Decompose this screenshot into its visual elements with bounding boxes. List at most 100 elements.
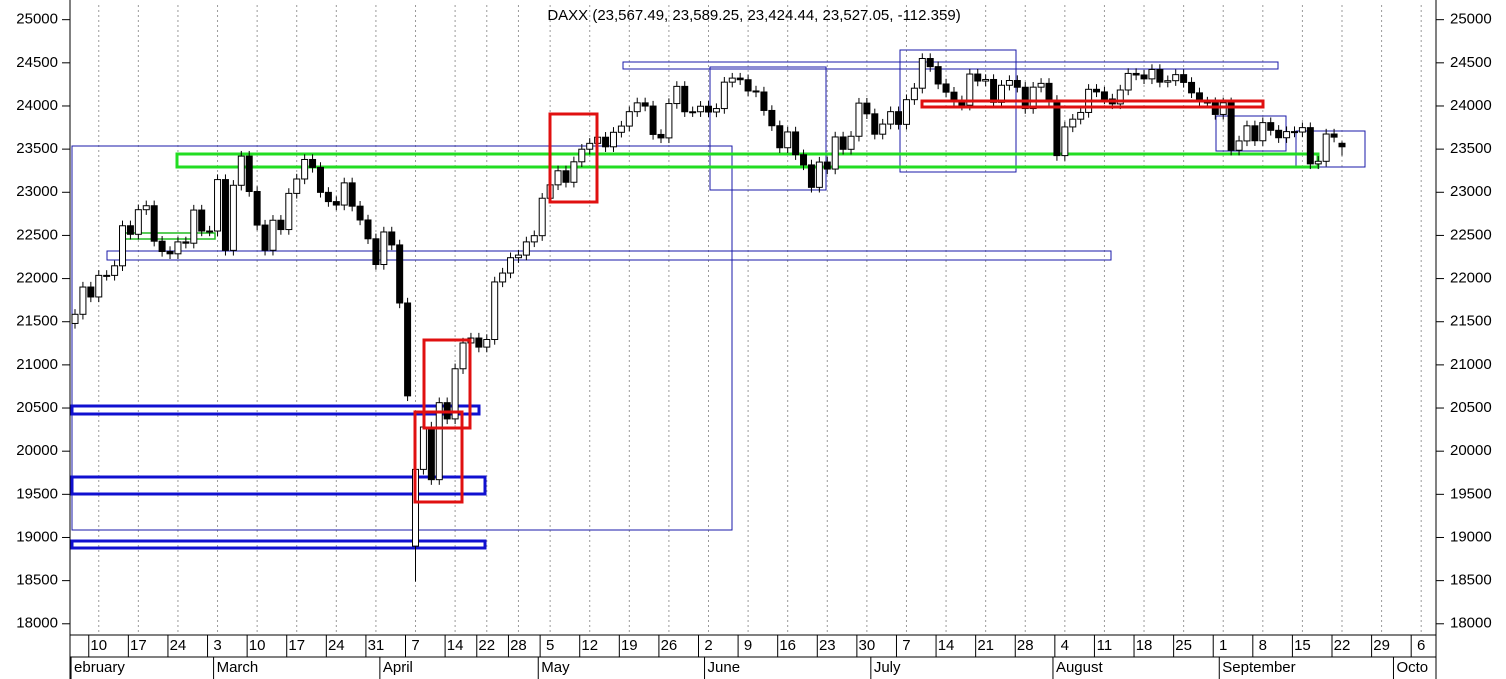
y-tick-label: 18000 [16,615,58,632]
box [899,49,1017,173]
x-tick-label: 14 [938,637,955,654]
candle-body [150,205,158,242]
candle-body [1338,142,1346,148]
x-tick-label: 5 [546,637,554,654]
y-tick-label: 18500 [16,572,58,589]
candle-body [134,209,142,235]
candle-body [736,77,744,81]
candle-body [1053,99,1061,157]
y-tick-label: 21000 [16,356,58,373]
y-tick-label: 23500 [1450,140,1492,157]
candle-body [530,235,538,243]
y-tick-label: 22500 [16,226,58,243]
candle-body [182,241,190,244]
candle-body [190,209,198,244]
y-tick-label: 21000 [1450,356,1492,373]
candle-body [705,105,712,113]
candle-body [158,240,166,252]
candle-body [586,142,594,150]
y-tick-label: 20500 [1450,399,1492,416]
y-tick-label: 25000 [16,11,58,28]
candle-body [673,85,681,105]
x-tick-label: 28 [1017,637,1034,654]
candle-body [1251,125,1259,142]
candle-body [934,66,942,85]
candle-body [499,272,507,283]
x-tick-label: 15 [1294,637,1311,654]
candle-body [1077,111,1085,120]
candle-body [665,103,673,139]
candle-body [1021,86,1029,110]
x-tick-label: 2 [704,637,712,654]
candle-body [372,238,380,266]
candle-body [990,78,998,103]
candle-body [1124,72,1132,91]
month-label: September [1222,659,1295,676]
candle-body [221,179,229,251]
candle-body [697,105,705,113]
candle-body [174,241,182,255]
candle-body [744,79,752,92]
x-tick-label: 26 [661,637,678,654]
x-tick-label: 9 [744,637,752,654]
candle-body [1298,127,1306,133]
y-tick-label: 19000 [1450,528,1492,545]
candle-body [1005,80,1013,86]
box [548,112,599,204]
drawings [70,49,1366,550]
candle-body [380,231,388,266]
candle-body [863,102,871,115]
candle-body [807,164,815,188]
candle-body [728,77,736,83]
candle-body [95,274,103,298]
candle-body [229,184,237,251]
candle-body [538,197,546,237]
candle-body [301,158,309,180]
candle-body [198,209,206,232]
month-label: March [217,659,259,676]
y-tick-label: 19500 [1450,485,1492,502]
x-tick-label: 10 [249,637,266,654]
candle-body [514,254,522,259]
y-tick-label: 21500 [1450,313,1492,330]
candle-body [625,111,633,127]
candle-body [633,102,641,113]
y-tick-label: 23000 [16,183,58,200]
box [106,250,1112,261]
candle-body [1045,82,1053,101]
candle-body [277,219,285,231]
candle-body [356,205,364,221]
y-tick-label: 24000 [16,97,58,114]
month-label: ebruary [74,659,125,676]
candle-body [388,231,396,246]
x-tick-label: 8 [1259,637,1267,654]
y-tick-label: 24500 [16,54,58,71]
x-tick-label: 21 [977,637,994,654]
x-tick-label: 28 [510,637,527,654]
box [70,404,481,416]
candle-body [103,274,111,277]
drawings-top [413,99,1265,504]
y-tick-label: 19500 [16,485,58,502]
candle-body [657,133,665,139]
x-tick-label: 1 [1219,637,1227,654]
x-tick-label: 31 [368,637,385,654]
candle-body [871,113,879,135]
candle-body [309,158,317,168]
candle-body [475,337,483,348]
candle-body [507,257,515,274]
candle-body [831,136,839,170]
x-tick-label: 6 [1417,637,1425,654]
box [920,99,1265,109]
candle-body [926,58,934,68]
candle-body [451,368,459,420]
candle-body [1330,133,1338,138]
y-tick-label: 20000 [16,442,58,459]
y-tick-label: 20500 [16,399,58,416]
candle-body [1322,133,1330,162]
x-tick-label: 30 [859,637,876,654]
x-tick-label: 11 [1097,637,1113,654]
candle-body [245,155,253,192]
candle-body [681,85,689,113]
